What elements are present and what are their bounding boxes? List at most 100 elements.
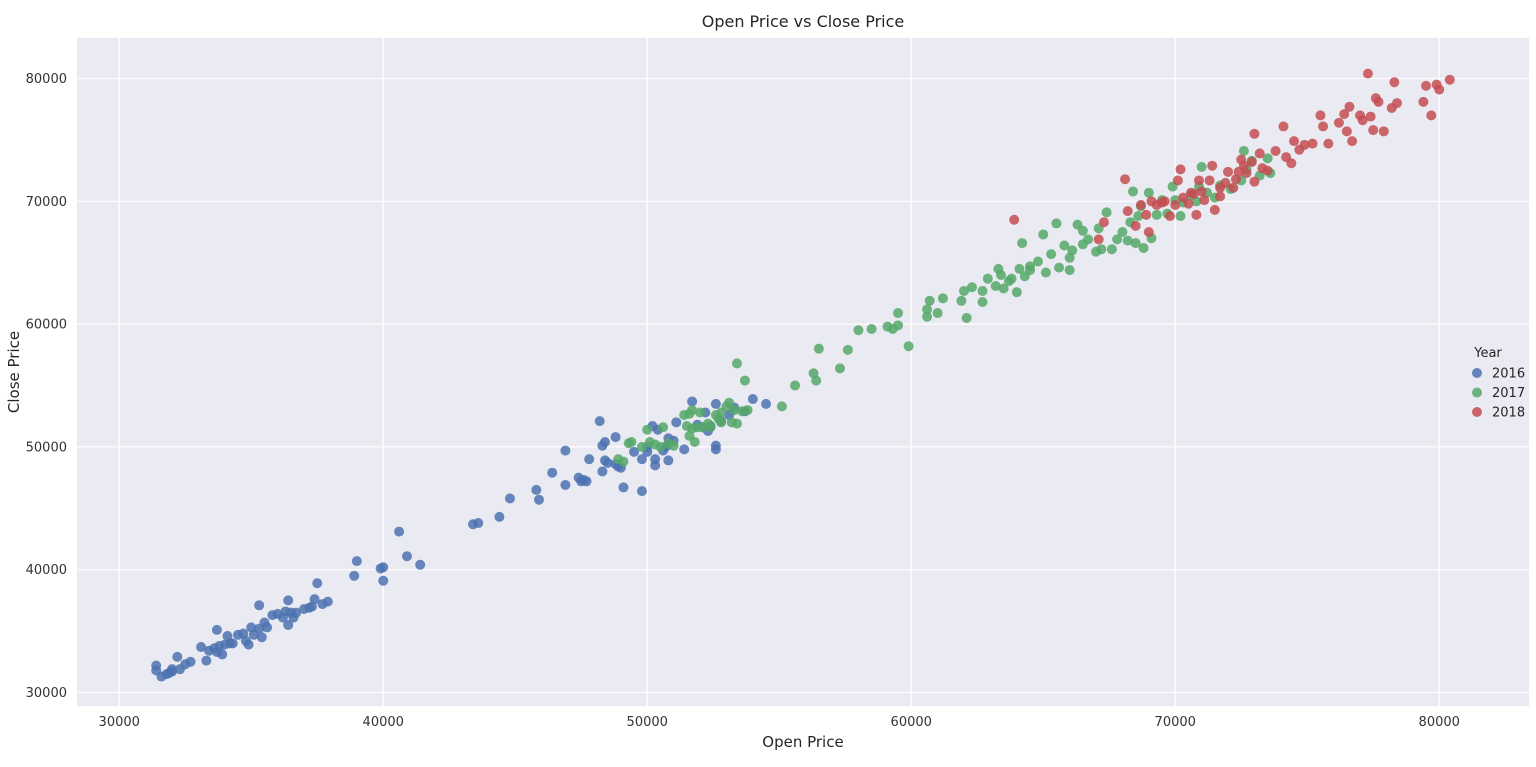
data-point [1122,235,1133,246]
data-point [1157,197,1168,208]
y-tick-label: 50000 [26,440,67,455]
data-point [227,638,238,649]
y-tick-labels: 30000 40000 50000 60000 70000 80000 [26,72,67,701]
data-point [351,556,362,567]
data-point [982,273,993,284]
data-point [312,578,323,589]
data-point [618,456,629,467]
data-point [291,607,302,618]
data-point [1032,256,1043,267]
data-point [1009,214,1020,225]
data-point [687,396,698,407]
data-point [679,444,690,455]
data-point [977,297,988,308]
data-point [1059,240,1070,251]
data-point [866,324,877,335]
x-tick-label: 70000 [1155,715,1196,730]
data-point [1196,161,1207,172]
y-axis-label: Close Price [5,331,23,413]
data-point [1373,96,1384,107]
data-point [636,441,647,452]
data-point [602,457,613,468]
data-point [1186,187,1197,198]
data-point [1194,175,1204,186]
data-point [1318,121,1329,132]
data-point [1093,234,1104,245]
data-point [1278,121,1289,132]
data-point [903,341,914,352]
data-point [1344,101,1355,112]
data-point [378,562,389,573]
data-point [1006,273,1017,284]
data-point [243,639,254,650]
data-point [322,596,333,607]
data-point [1204,175,1215,186]
data-point [732,358,742,369]
data-point [1122,206,1133,217]
data-point [1444,74,1455,85]
data-point [610,432,621,443]
data-point [172,651,183,662]
data-point [1170,200,1181,210]
data-point [834,363,845,374]
data-point [956,295,967,306]
data-point [531,484,542,495]
data-point [668,440,679,451]
data-point [1339,109,1350,120]
data-point [283,619,294,630]
data-point [1333,117,1344,128]
series-2018 [1009,68,1455,245]
data-point [747,394,758,405]
legend-title: Year [1473,346,1502,361]
data-point [1011,287,1022,298]
data-point [1392,98,1402,109]
data-point [217,649,228,660]
legend-marker [1472,368,1482,378]
data-point [394,526,405,537]
data-point [1341,126,1352,137]
data-point [996,269,1006,280]
data-point [977,285,988,296]
data-point [1299,139,1310,150]
data-point [922,304,933,315]
data-point [671,417,682,428]
data-point [966,282,977,293]
data-point [893,320,904,331]
data-point [1183,198,1194,209]
data-point [349,570,360,581]
data-point [1025,265,1036,276]
data-point [1215,191,1226,202]
data-point [1054,262,1065,273]
data-point [1083,234,1094,245]
data-point [1199,195,1210,206]
data-point [732,418,742,429]
legend-label: 2016 [1492,367,1525,382]
data-point [254,600,265,611]
data-point [853,325,864,336]
x-tick-labels: 30000 40000 50000 60000 70000 80000 [99,715,1460,730]
data-point [560,479,571,490]
data-point [842,344,853,355]
data-point [547,467,558,478]
data-point [650,460,661,471]
data-point [776,401,787,412]
data-point [1164,211,1175,222]
data-point [594,416,605,427]
data-point [1378,126,1389,137]
data-point [761,398,772,409]
data-point [922,311,933,322]
data-point [1172,175,1183,186]
data-point [1426,110,1437,121]
data-point [1315,110,1326,121]
data-point [1323,138,1334,149]
data-point [1067,245,1078,256]
legend-label: 2017 [1492,386,1525,401]
data-point [1262,153,1273,164]
data-point [1135,200,1146,210]
data-point [1241,168,1252,179]
data-point [378,575,389,586]
data-point [655,441,666,452]
data-point [1418,96,1429,107]
data-point [1220,177,1231,188]
x-tick-label: 80000 [1419,715,1460,730]
